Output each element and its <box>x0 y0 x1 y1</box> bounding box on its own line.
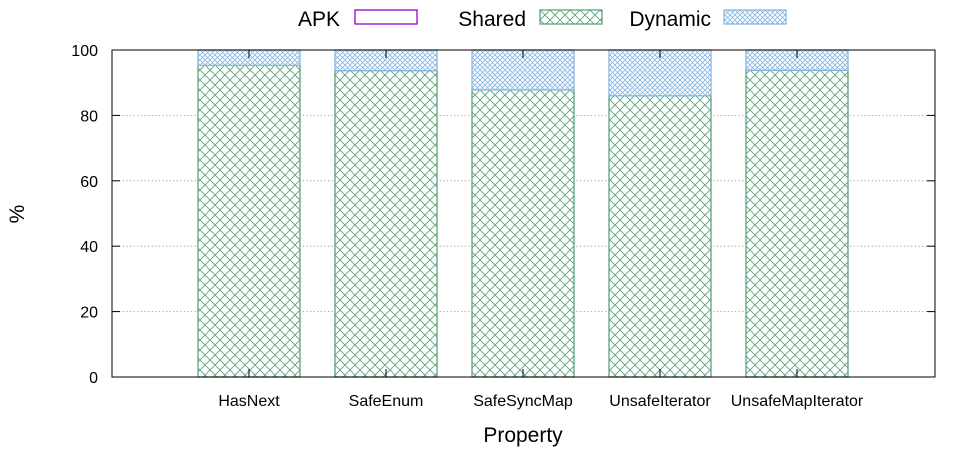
y-tick-label: 60 <box>80 174 98 191</box>
x-tick-label: UnsafeMapIterator <box>731 393 864 410</box>
y-tick-label: 0 <box>89 370 98 387</box>
x-tick-label: HasNext <box>218 393 280 410</box>
bar-shared <box>197 64 301 378</box>
legend-swatch-bg <box>355 10 417 24</box>
legend-label-apk: APK <box>298 8 340 31</box>
y-tick-label: 80 <box>80 108 98 125</box>
legend-label-dynamic: Dynamic <box>629 8 711 31</box>
plot-frame <box>111 49 936 378</box>
axes: 0 20 40 60 80 100 HasNext SafeEnum SafeSyncMap Un… <box>71 43 936 410</box>
legend-swatch-apk <box>354 9 418 25</box>
bar-shared <box>471 89 575 378</box>
bar-shared <box>608 95 712 378</box>
x-tick-label: SafeEnum <box>349 393 424 410</box>
x-tick-label: UnsafeIterator <box>609 393 711 410</box>
bar-shared <box>745 69 849 378</box>
x-axis-label: Property <box>483 424 563 447</box>
y-tick-label: 100 <box>71 43 98 60</box>
legend-label-shared: Shared <box>458 8 526 31</box>
legend-swatch-shared <box>539 9 603 25</box>
legend: APK Shared Dynamic <box>298 8 787 31</box>
y-tick-label: 20 <box>80 305 98 322</box>
bar-shared <box>334 69 438 378</box>
y-tick-label: 40 <box>80 239 98 256</box>
bars <box>197 49 849 378</box>
x-tick-label: SafeSyncMap <box>473 393 573 410</box>
y-axis-label: % <box>6 205 29 224</box>
legend-swatch-dynamic <box>723 9 787 25</box>
